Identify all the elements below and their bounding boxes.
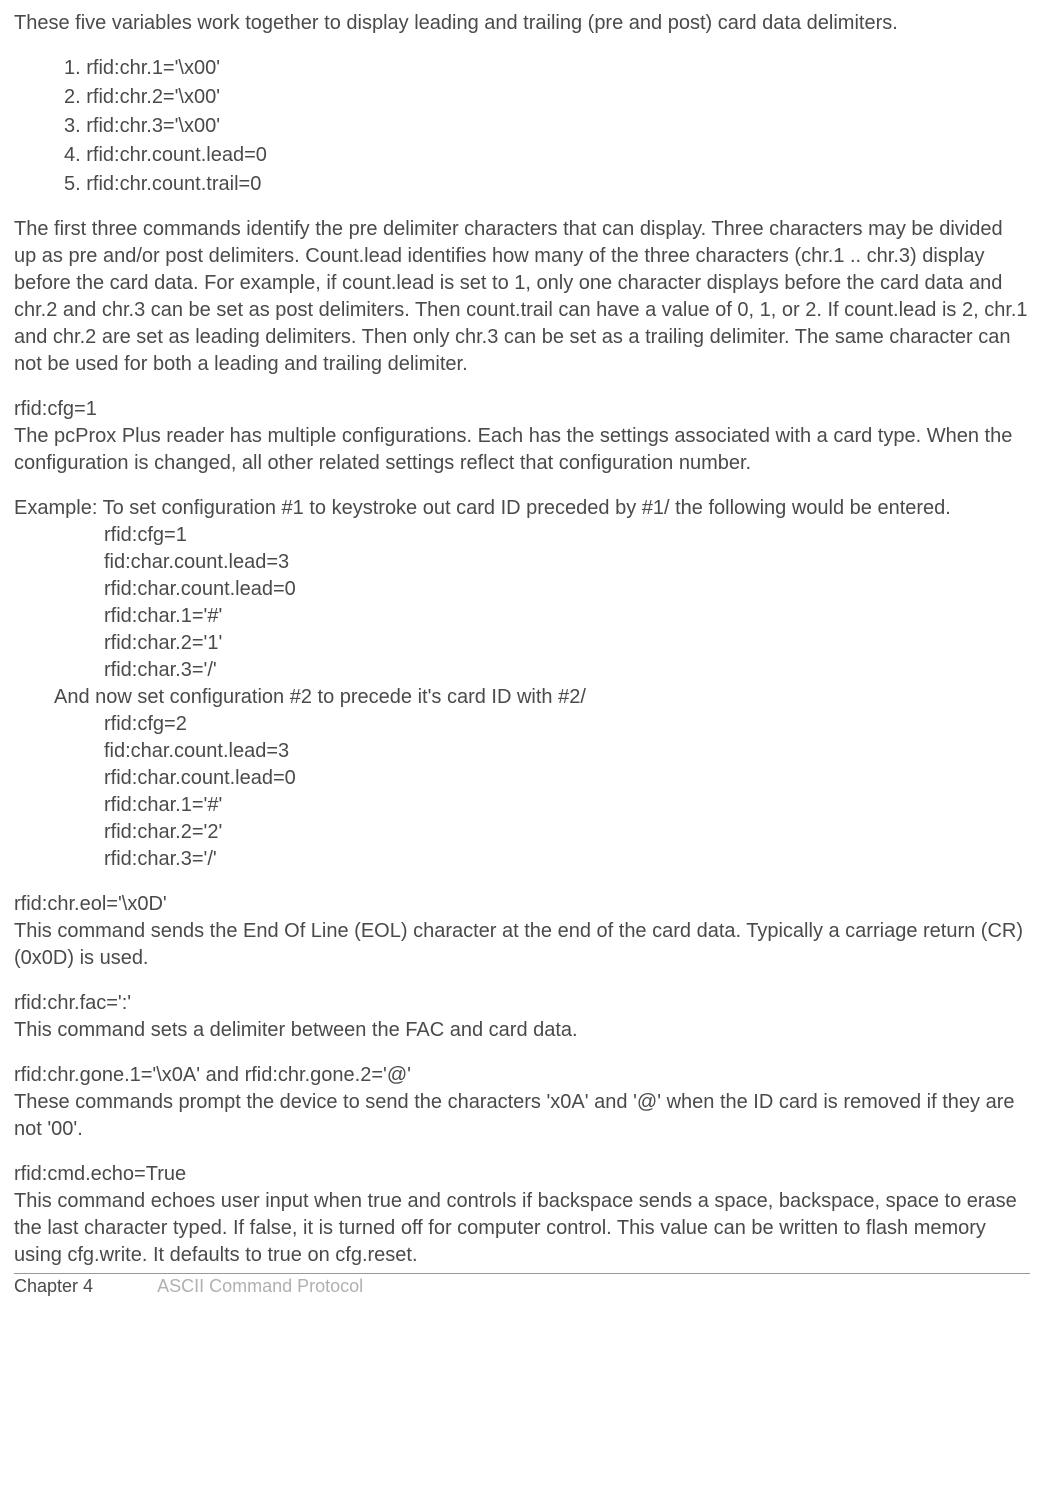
- list-item: 5. rfid:chr.count.trail=0: [64, 171, 1030, 198]
- eol-body: This command sends the End Of Line (EOL)…: [14, 918, 1030, 972]
- eol-heading: rfid:chr.eol='\x0D': [14, 891, 1030, 918]
- footer-chapter: Chapter 4: [14, 1274, 93, 1298]
- eol-section: rfid:chr.eol='\x0D' This command sends t…: [14, 891, 1030, 972]
- example-line: rfid:char.3='/': [14, 846, 1030, 873]
- cfg-heading: rfid:cfg=1: [14, 396, 1030, 423]
- page-footer: Chapter 4 ASCII Command Protocol: [14, 1273, 1030, 1298]
- example-line: fid:char.count.lead=3: [14, 549, 1030, 576]
- list-item: 1. rfid:chr.1='\x00': [64, 55, 1030, 82]
- example-line: rfid:char.2='2': [14, 819, 1030, 846]
- example-line: rfid:char.1='#': [14, 603, 1030, 630]
- echo-section: rfid:cmd.echo=True This command echoes u…: [14, 1161, 1030, 1269]
- gone-heading: rfid:chr.gone.1='\x0A' and rfid:chr.gone…: [14, 1062, 1030, 1089]
- cfg-section: rfid:cfg=1 The pcProx Plus reader has mu…: [14, 396, 1030, 477]
- example-line: fid:char.count.lead=3: [14, 738, 1030, 765]
- list-item: 3. rfid:chr.3='\x00': [64, 113, 1030, 140]
- fac-heading: rfid:chr.fac=':': [14, 990, 1030, 1017]
- example-line: rfid:char.count.lead=0: [14, 576, 1030, 603]
- list-item: 4. rfid:chr.count.lead=0: [64, 142, 1030, 169]
- list-item: 2. rfid:chr.2='\x00': [64, 84, 1030, 111]
- gone-section: rfid:chr.gone.1='\x0A' and rfid:chr.gone…: [14, 1062, 1030, 1143]
- example-line: rfid:cfg=2: [14, 711, 1030, 738]
- example-line: rfid:cfg=1: [14, 522, 1030, 549]
- example-block: Example: To set configuration #1 to keys…: [14, 495, 1030, 873]
- echo-body: This command echoes user input when true…: [14, 1188, 1030, 1269]
- example-line: rfid:char.2='1': [14, 630, 1030, 657]
- footer-title: ASCII Command Protocol: [157, 1276, 363, 1296]
- fac-body: This command sets a delimiter between th…: [14, 1017, 1030, 1044]
- echo-heading: rfid:cmd.echo=True: [14, 1161, 1030, 1188]
- example-line: rfid:char.1='#': [14, 792, 1030, 819]
- cfg-body: The pcProx Plus reader has multiple conf…: [14, 423, 1030, 477]
- fac-section: rfid:chr.fac=':' This command sets a del…: [14, 990, 1030, 1044]
- example-line: rfid:char.count.lead=0: [14, 765, 1030, 792]
- example-intro: Example: To set configuration #1 to keys…: [14, 495, 1030, 522]
- example-line: rfid:char.3='/': [14, 657, 1030, 684]
- example-mid: And now set configuration #2 to precede …: [14, 684, 1030, 711]
- explanation-paragraph: The first three commands identify the pr…: [14, 216, 1030, 378]
- intro-paragraph: These five variables work together to di…: [14, 10, 1030, 37]
- gone-body: These commands prompt the device to send…: [14, 1089, 1030, 1143]
- variable-list: 1. rfid:chr.1='\x00' 2. rfid:chr.2='\x00…: [14, 55, 1030, 198]
